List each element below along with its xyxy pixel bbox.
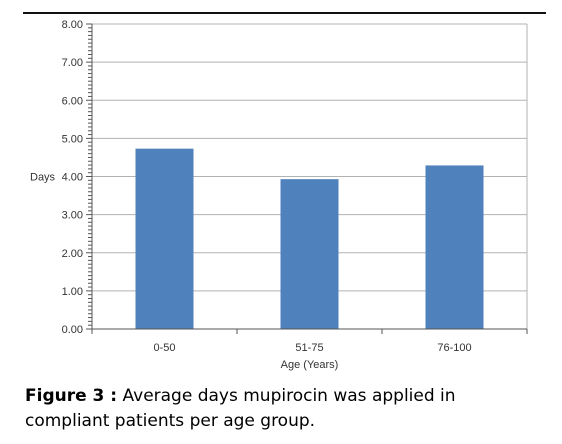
y-tick-label: 1.00 [62,286,83,298]
figure-caption-text: Average days mupirocin was applied in co… [25,386,456,431]
x-tick-label: 51-75 [295,342,323,354]
y-tick-label: 2.00 [62,248,83,260]
bar-76-100 [425,165,484,329]
y-tick-label: 5.00 [62,133,83,145]
bar-chart: 0.00 1.00 2.00 3.00 4.00 5.00 6.00 7.00 8.00 0-50… [30,19,528,371]
y-tick-label: 4.00 [62,172,83,184]
axes [86,23,528,334]
y-tick-label: 6.00 [62,95,83,107]
axis-text: 0.00 1.00 2.00 3.00 4.00 5.00 6.00 7.00 8.00 0-50… [30,19,472,371]
y-axis-title: Days [30,172,56,184]
y-tick-label: 3.00 [62,210,83,222]
figure-caption-label: Figure 3 : [25,386,118,406]
y-tick-label: 0.00 [62,324,83,336]
y-tick-label: 7.00 [62,57,83,69]
bar-51-75 [280,179,339,329]
x-tick-label: 0-50 [153,342,175,354]
x-tick-label: 76-100 [437,342,471,354]
x-axis-title: Age (Years) [281,359,339,371]
bars [135,148,484,329]
bar-0-50 [135,148,194,329]
y-tick-label: 8.00 [62,19,83,31]
top-rule [23,12,546,14]
figure-caption: Figure 3 : Average days mupirocin was ap… [25,384,545,434]
